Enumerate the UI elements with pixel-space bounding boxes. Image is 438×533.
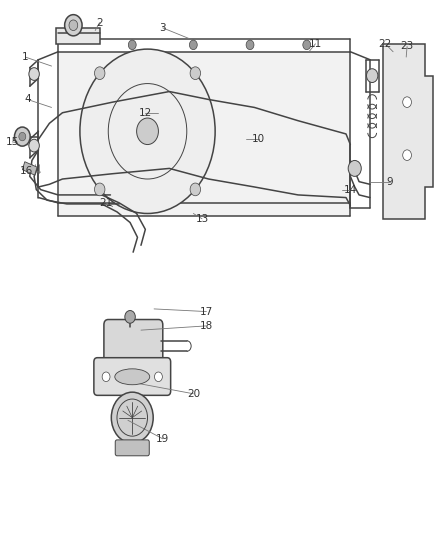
Circle shape [69, 20, 78, 30]
Text: 12: 12 [138, 108, 152, 118]
Text: 17: 17 [199, 306, 212, 317]
Text: 1: 1 [22, 52, 28, 62]
Circle shape [190, 183, 200, 196]
Text: 14: 14 [343, 184, 356, 195]
Text: 2: 2 [96, 18, 102, 28]
Text: 4: 4 [24, 94, 31, 104]
Text: 9: 9 [385, 176, 392, 187]
FancyBboxPatch shape [104, 319, 162, 367]
Circle shape [29, 139, 39, 152]
Circle shape [189, 40, 197, 50]
FancyBboxPatch shape [58, 52, 349, 216]
Circle shape [246, 40, 254, 50]
Circle shape [154, 372, 162, 382]
Text: 11: 11 [308, 39, 321, 49]
Circle shape [347, 160, 360, 176]
Text: 10: 10 [251, 134, 265, 144]
FancyBboxPatch shape [115, 440, 149, 456]
Text: 21: 21 [99, 198, 113, 208]
Text: 19: 19 [156, 434, 169, 444]
Circle shape [128, 40, 136, 50]
Bar [22, 161, 37, 175]
Circle shape [190, 67, 200, 79]
Text: 16: 16 [20, 166, 33, 176]
Text: 15: 15 [6, 137, 19, 147]
Circle shape [94, 183, 105, 196]
Circle shape [124, 311, 135, 323]
Text: 3: 3 [159, 23, 166, 33]
Circle shape [102, 372, 110, 382]
Text: 18: 18 [199, 321, 212, 331]
Circle shape [94, 67, 105, 79]
Text: 22: 22 [378, 39, 391, 49]
Circle shape [402, 97, 410, 108]
Text: 20: 20 [186, 389, 199, 399]
Circle shape [402, 150, 410, 160]
Ellipse shape [115, 369, 149, 385]
Text: 23: 23 [399, 42, 413, 52]
Circle shape [111, 392, 153, 443]
Circle shape [29, 68, 39, 80]
Circle shape [136, 118, 158, 144]
Circle shape [64, 14, 82, 36]
Circle shape [19, 132, 26, 141]
Text: 13: 13 [195, 214, 208, 224]
Circle shape [14, 127, 30, 146]
Circle shape [302, 40, 310, 50]
Circle shape [80, 49, 215, 214]
FancyBboxPatch shape [94, 358, 170, 395]
Polygon shape [382, 44, 432, 219]
Circle shape [366, 69, 377, 83]
Bar [56, 28, 99, 44]
